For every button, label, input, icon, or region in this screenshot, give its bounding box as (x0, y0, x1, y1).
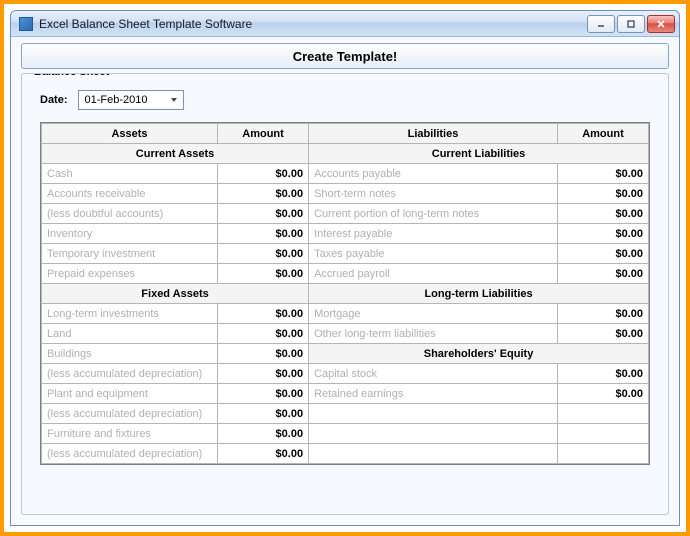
table-row: (less doubtful accounts) $0.00 Current p… (42, 204, 649, 224)
cell-asset[interactable]: (less accumulated depreciation) (42, 364, 218, 384)
cell-amount[interactable]: $0.00 (218, 184, 309, 204)
cell-amount[interactable] (557, 444, 648, 464)
cell-asset[interactable]: Accounts receivable (42, 184, 218, 204)
cell-asset[interactable]: (less doubtful accounts) (42, 204, 218, 224)
cell-asset[interactable]: Land (42, 324, 218, 344)
cell-amount[interactable]: $0.00 (557, 184, 648, 204)
outer-frame: Excel Balance Sheet Template Software Cr… (0, 0, 690, 536)
date-picker[interactable]: 01-Feb-2010 (78, 90, 184, 110)
table-row: Temporary investment $0.00 Taxes payable… (42, 244, 649, 264)
cell-amount[interactable]: $0.00 (218, 364, 309, 384)
cell-liab[interactable]: Interest payable (309, 224, 558, 244)
cell-asset[interactable]: Furniture and fixtures (42, 424, 218, 444)
section-current-assets: Current Assets (42, 144, 309, 164)
col-amount-1: Amount (218, 124, 309, 144)
cell-amount[interactable]: $0.00 (218, 264, 309, 284)
table-row: Cash $0.00 Accounts payable $0.00 (42, 164, 649, 184)
cell-amount[interactable]: $0.00 (218, 244, 309, 264)
cell-amount[interactable]: $0.00 (218, 404, 309, 424)
table-row: Plant and equipment $0.00 Retained earni… (42, 384, 649, 404)
cell-amount[interactable]: $0.00 (218, 424, 309, 444)
table-row: Furniture and fixtures $0.00 (42, 424, 649, 444)
cell-amount[interactable]: $0.00 (557, 244, 648, 264)
col-liabilities: Liabilities (309, 124, 558, 144)
cell-asset[interactable]: Temporary investment (42, 244, 218, 264)
cell-amount[interactable]: $0.00 (218, 384, 309, 404)
window-title: Excel Balance Sheet Template Software (39, 17, 587, 31)
table-row: (less accumulated depreciation) $0.00 (42, 404, 649, 424)
balance-sheet-table: Assets Amount Liabilities Amount Current… (40, 122, 650, 465)
table-row: (less accumulated depreciation) $0.00 Ca… (42, 364, 649, 384)
cell-asset[interactable]: Long-term investments (42, 304, 218, 324)
table-row: Inventory $0.00 Interest payable $0.00 (42, 224, 649, 244)
cell-asset[interactable]: Buildings (42, 344, 218, 364)
cell-amount[interactable]: $0.00 (557, 224, 648, 244)
cell-amount[interactable]: $0.00 (557, 264, 648, 284)
section-row: Fixed Assets Long-term Liabilities (42, 284, 649, 304)
app-icon (19, 17, 33, 31)
titlebar: Excel Balance Sheet Template Software (11, 11, 679, 37)
cell-asset[interactable]: (less accumulated depreciation) (42, 444, 218, 464)
cell-liab[interactable]: Retained earnings (309, 384, 558, 404)
cell-amount[interactable]: $0.00 (218, 164, 309, 184)
cell-asset[interactable]: (less accumulated depreciation) (42, 404, 218, 424)
chevron-down-icon[interactable] (167, 93, 181, 107)
table-row: Prepaid expenses $0.00 Accrued payroll $… (42, 264, 649, 284)
table-row: Long-term investments $0.00 Mortgage $0.… (42, 304, 649, 324)
section-shareholders-equity: Shareholders' Equity (309, 344, 649, 364)
cell-amount[interactable]: $0.00 (218, 344, 309, 364)
cell-liab[interactable]: Accrued payroll (309, 264, 558, 284)
cell-liab[interactable]: Current portion of long-term notes (309, 204, 558, 224)
cell-asset[interactable]: Inventory (42, 224, 218, 244)
close-button[interactable] (647, 15, 675, 33)
cell-amount[interactable]: $0.00 (218, 204, 309, 224)
maximize-button[interactable] (617, 15, 645, 33)
create-template-button[interactable]: Create Template! (21, 43, 669, 69)
cell-asset[interactable]: Prepaid expenses (42, 264, 218, 284)
date-label: Date: (40, 94, 68, 106)
window-controls (587, 15, 675, 33)
cell-amount[interactable]: $0.00 (218, 304, 309, 324)
cell-amount[interactable]: $0.00 (218, 444, 309, 464)
cell-amount[interactable]: $0.00 (557, 324, 648, 344)
table-row: (less accumulated depreciation) $0.00 (42, 444, 649, 464)
cell-amount[interactable]: $0.00 (218, 324, 309, 344)
section-current-liabilities: Current Liabilities (309, 144, 649, 164)
cell-amount[interactable]: $0.00 (557, 204, 648, 224)
section-row: Current Assets Current Liabilities (42, 144, 649, 164)
date-value: 01-Feb-2010 (85, 94, 148, 106)
cell-liab[interactable] (309, 424, 558, 444)
table-header-row: Assets Amount Liabilities Amount (42, 124, 649, 144)
cell-asset[interactable]: Cash (42, 164, 218, 184)
app-window: Excel Balance Sheet Template Software Cr… (10, 10, 680, 526)
cell-amount[interactable] (557, 424, 648, 444)
date-row: Date: 01-Feb-2010 (40, 90, 656, 110)
cell-asset[interactable]: Plant and equipment (42, 384, 218, 404)
cell-liab[interactable] (309, 404, 558, 424)
table-row: Buildings $0.00 Shareholders' Equity (42, 344, 649, 364)
cell-liab[interactable]: Taxes payable (309, 244, 558, 264)
col-assets: Assets (42, 124, 218, 144)
cell-liab[interactable]: Mortgage (309, 304, 558, 324)
cell-liab[interactable]: Short-term notes (309, 184, 558, 204)
section-longterm-liabilities: Long-term Liabilities (309, 284, 649, 304)
cell-amount[interactable] (557, 404, 648, 424)
table-row: Accounts receivable $0.00 Short-term not… (42, 184, 649, 204)
table-row: Land $0.00 Other long-term liabilities $… (42, 324, 649, 344)
cell-amount[interactable]: $0.00 (557, 384, 648, 404)
minimize-button[interactable] (587, 15, 615, 33)
cell-liab[interactable]: Capital stock (309, 364, 558, 384)
cell-amount[interactable]: $0.00 (218, 224, 309, 244)
cell-amount[interactable]: $0.00 (557, 364, 648, 384)
client-area: Create Template! Balance Sheet Date: 01-… (11, 37, 679, 525)
cell-liab[interactable]: Other long-term liabilities (309, 324, 558, 344)
cell-amount[interactable]: $0.00 (557, 164, 648, 184)
group-title: Balance Sheet (30, 73, 113, 78)
cell-liab[interactable]: Accounts payable (309, 164, 558, 184)
col-amount-2: Amount (557, 124, 648, 144)
cell-liab[interactable] (309, 444, 558, 464)
section-fixed-assets: Fixed Assets (42, 284, 309, 304)
balance-sheet-group: Balance Sheet Date: 01-Feb-2010 (21, 73, 669, 515)
cell-amount[interactable]: $0.00 (557, 304, 648, 324)
